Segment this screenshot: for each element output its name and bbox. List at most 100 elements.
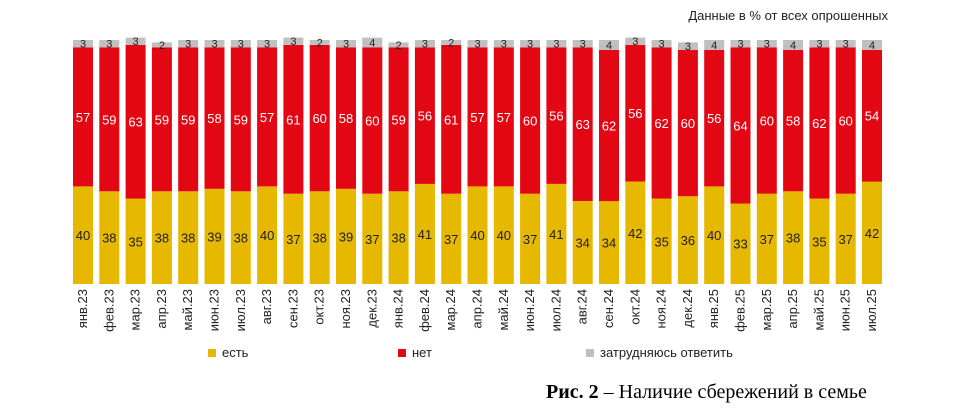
bar-hard-27 (783, 40, 804, 50)
bar-yes-29 (835, 193, 856, 284)
data-label-no-23: 60 (681, 116, 695, 131)
data-label-yes-6: 38 (234, 231, 248, 246)
data-label-hard-2: 3 (133, 36, 139, 48)
bar-hard-19 (572, 40, 593, 48)
data-label-yes-1: 38 (102, 231, 116, 246)
data-label-hard-5: 3 (211, 39, 217, 51)
bar-yes-9 (309, 191, 330, 284)
data-label-no-2: 63 (128, 115, 142, 130)
bar-hard-15 (467, 40, 488, 48)
bar-yes-1 (99, 191, 120, 284)
bar-no-15 (467, 47, 488, 187)
bar-yes-12 (388, 191, 409, 284)
bar-yes-7 (257, 186, 278, 284)
data-label-yes-23: 36 (681, 233, 695, 248)
bar-hard-6 (230, 40, 251, 48)
bar-hard-16 (493, 40, 514, 48)
x-tick-label-16: май.24 (496, 289, 511, 331)
data-label-yes-27: 38 (786, 231, 800, 246)
data-label-hard-21: 3 (632, 36, 638, 48)
x-tick-label-23: дек.24 (680, 289, 695, 328)
figure-caption-label: Рис. 2 (546, 381, 599, 403)
legend-swatch-yes (208, 348, 216, 357)
bar-yes-18 (546, 184, 567, 284)
bar-yes-17 (520, 193, 541, 284)
data-label-no-12: 59 (391, 112, 405, 127)
bar-hard-4 (178, 40, 199, 48)
data-label-yes-16: 40 (497, 228, 511, 243)
data-label-no-19: 63 (575, 117, 589, 132)
data-label-no-16: 57 (497, 110, 511, 125)
data-label-hard-25: 3 (737, 39, 743, 51)
bar-no-20 (599, 49, 619, 202)
bar-no-0 (73, 47, 93, 187)
data-label-hard-11: 4 (369, 37, 375, 49)
bar-yes-19 (572, 201, 593, 284)
data-label-hard-23: 3 (685, 41, 691, 53)
bar-yes-2 (125, 198, 146, 284)
data-label-hard-30: 4 (869, 40, 875, 52)
data-label-no-0: 57 (76, 110, 90, 125)
x-tick-label-17: июн.24 (522, 289, 537, 331)
bar-no-28 (809, 47, 830, 199)
x-tick-label-0: янв.23 (75, 289, 90, 328)
data-label-yes-17: 37 (523, 232, 537, 247)
data-label-yes-15: 40 (470, 228, 484, 243)
data-label-no-3: 59 (155, 112, 169, 127)
data-label-hard-22: 3 (659, 39, 665, 51)
legend-item-yes: есть (208, 345, 248, 360)
data-label-no-1: 59 (102, 112, 116, 127)
x-tick-label-11: дек.23 (364, 289, 379, 328)
data-label-yes-0: 40 (76, 228, 90, 243)
bar-hard-11 (362, 37, 383, 48)
bar-no-27 (783, 49, 804, 192)
legend-label-no: нет (412, 345, 432, 360)
x-tick-label-19: авг.24 (575, 289, 590, 324)
bar-no-25 (730, 47, 751, 204)
data-label-hard-13: 3 (422, 39, 428, 51)
x-tick-label-21: окт.24 (627, 289, 642, 325)
figure-caption-text: – Наличие сбережений в семье (598, 381, 867, 403)
data-label-no-8: 61 (286, 112, 300, 127)
data-label-hard-19: 3 (580, 39, 586, 51)
data-label-yes-26: 37 (760, 232, 774, 247)
bar-no-8 (283, 44, 304, 194)
bar-yes-24 (704, 186, 725, 284)
data-label-no-10: 58 (339, 111, 353, 126)
bar-hard-13 (414, 40, 435, 48)
data-label-yes-21: 42 (628, 226, 642, 241)
data-label-hard-12: 2 (396, 40, 402, 52)
bar-no-2 (125, 44, 146, 199)
x-tick-label-22: ноя.24 (654, 289, 669, 329)
bar-no-29 (835, 47, 856, 194)
data-label-no-11: 60 (365, 114, 379, 129)
data-label-no-24: 56 (707, 111, 721, 126)
bar-yes-5 (204, 188, 225, 284)
x-tick-label-12: янв.24 (391, 289, 406, 328)
bar-no-13 (414, 47, 435, 184)
data-label-yes-24: 40 (707, 228, 721, 243)
data-label-no-28: 62 (812, 116, 826, 131)
data-label-yes-25: 33 (733, 237, 747, 252)
data-label-no-29: 60 (838, 114, 852, 129)
bar-hard-25 (730, 40, 751, 48)
bar-hard-23 (677, 42, 698, 50)
bar-hard-22 (651, 40, 672, 48)
bar-hard-8 (283, 37, 304, 45)
bar-no-7 (257, 47, 278, 187)
bar-hard-1 (99, 40, 120, 48)
data-label-no-18: 56 (549, 109, 563, 124)
bar-yes-20 (599, 201, 619, 284)
bar-no-1 (99, 47, 120, 192)
bar-yes-28 (809, 198, 830, 284)
data-label-hard-16: 3 (501, 39, 507, 51)
bar-yes-0 (73, 186, 93, 284)
data-label-hard-27: 4 (790, 40, 796, 52)
data-label-no-26: 60 (760, 114, 774, 129)
data-label-hard-8: 3 (290, 36, 296, 48)
bar-hard-29 (835, 40, 856, 48)
data-label-no-22: 62 (654, 116, 668, 131)
legend-label-yes: есть (222, 345, 249, 360)
x-tick-label-18: июл.24 (548, 289, 563, 331)
bar-yes-16 (493, 186, 514, 284)
